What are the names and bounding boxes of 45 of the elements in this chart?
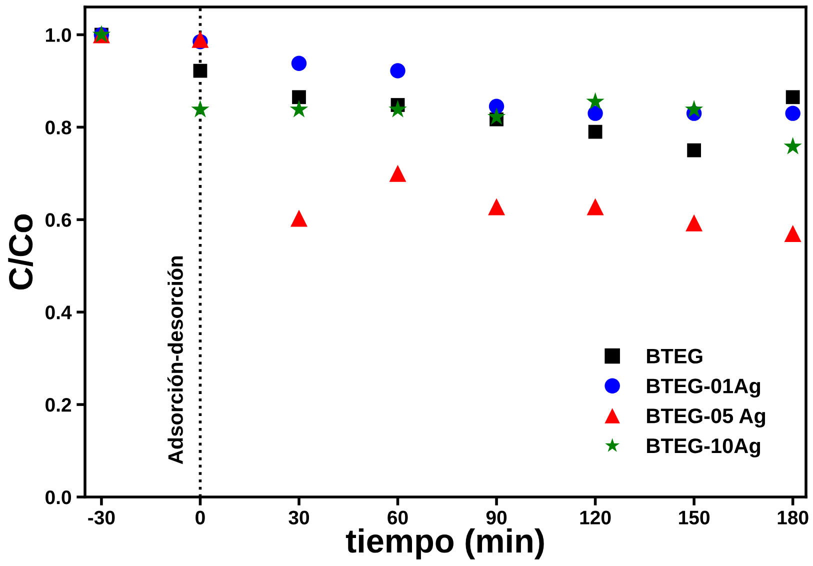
point	[586, 198, 604, 216]
point	[586, 92, 604, 110]
legend-label: BTEG	[647, 348, 702, 364]
y-tick-label: 0.0	[46, 490, 72, 504]
y-tick-label: 0.2	[46, 398, 72, 412]
point	[292, 90, 306, 104]
point	[784, 225, 802, 242]
x-tick-label: 180	[778, 510, 808, 524]
x-tick-label: 90	[486, 510, 507, 524]
ref-line-label: Adsorción-desorción	[167, 256, 183, 464]
point	[291, 56, 307, 72]
point	[193, 64, 208, 78]
x-tick-label: -30	[88, 510, 115, 525]
legend-label: BTEG-05 Ag	[647, 408, 766, 428]
point	[588, 106, 603, 121]
point	[390, 63, 406, 78]
y-axis-title: C/Co	[8, 214, 33, 290]
point	[687, 143, 702, 158]
point	[786, 90, 800, 104]
point	[784, 137, 802, 154]
point	[388, 100, 407, 118]
x-tick-label: 150	[679, 510, 710, 524]
point	[290, 100, 308, 118]
point	[191, 100, 210, 118]
y-tick-label: 1.0	[46, 28, 72, 42]
x-tick-label: 60	[388, 510, 408, 524]
point	[686, 214, 703, 232]
point	[192, 30, 209, 48]
legend-label: BTEG-01Ag	[647, 378, 760, 398]
x-tick-label: 0	[196, 510, 205, 524]
point	[290, 210, 308, 227]
point	[488, 198, 506, 216]
x-tick-label: 30	[288, 510, 310, 525]
x-tick-label: 120	[580, 510, 611, 524]
y-tick-label: 0.4	[46, 306, 72, 320]
point	[684, 100, 704, 118]
x-axis-title: tiempo (min)	[346, 528, 544, 560]
point	[389, 164, 406, 182]
point	[785, 106, 800, 121]
y-tick-label: 0.8	[46, 120, 72, 134]
point	[588, 124, 602, 139]
point	[487, 107, 506, 125]
y-tick-label: 0.6	[46, 213, 72, 227]
point	[488, 98, 504, 114]
legend-label: BTEG-10Ag	[647, 438, 760, 458]
